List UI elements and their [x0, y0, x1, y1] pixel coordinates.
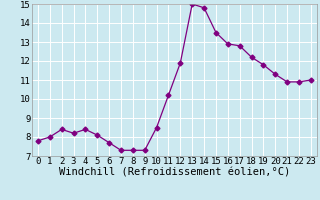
X-axis label: Windchill (Refroidissement éolien,°C): Windchill (Refroidissement éolien,°C) [59, 168, 290, 178]
